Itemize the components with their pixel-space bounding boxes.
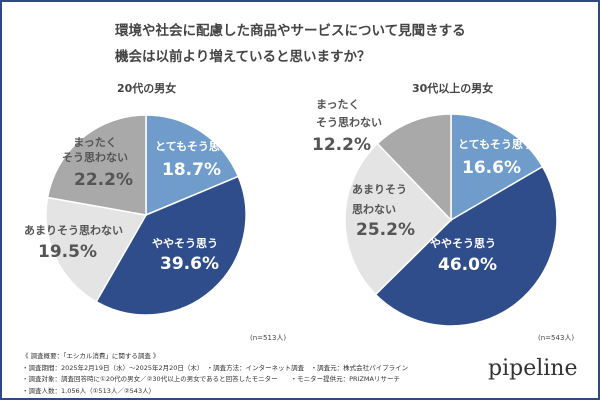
pie1-label-totemo: とてもそう思う <box>155 140 231 153</box>
pie2-label-amari-2: 思わない <box>352 203 396 216</box>
pie2-label-totemo: とてもそう思う <box>458 138 534 151</box>
footer-line: 《 調査概要：「エシカル消費」に関する調査 》 <box>22 352 160 360</box>
pie2-slice-0 <box>450 113 544 222</box>
pie2-title: 30代以上の男女 <box>412 82 494 95</box>
pie2-label-yaya: ややそう思う <box>430 237 496 250</box>
pie1-value-yaya: 39.6% <box>160 254 219 274</box>
pie1-value-amari: 19.5% <box>38 242 97 262</box>
pie2-slice-3 <box>376 113 452 222</box>
pie2-value-totemo: 16.6% <box>462 158 521 178</box>
pie2-label-mattaku: まったく そう思わない <box>316 96 382 132</box>
pie2-label-amari: あまりそう 思わない <box>352 180 407 220</box>
pie2-n: (n=543人) <box>538 334 575 342</box>
pie1-label-mattaku-1: まったく <box>73 136 117 149</box>
pie1-label-yaya: ややそう思う <box>152 237 218 250</box>
pie2-label-amari-1: あまりそう <box>352 183 407 196</box>
pie1-label-mattaku: まったく そう思わない <box>62 135 128 165</box>
pie1-value-totemo: 18.7% <box>162 160 221 180</box>
footer-line: ・調査対象：調査回答時に①20代の男女／②30代以上の男女であると回答したモニタ… <box>22 375 400 383</box>
pie2-slice-2 <box>344 142 453 296</box>
pie2-label-mattaku-1: まったく <box>316 98 360 111</box>
title-line-1: 環境や社会に配慮した商品やサービスについて見聞きする <box>115 23 466 39</box>
title-line-2: 機会は以前より増えていると思いますか？ <box>115 49 371 65</box>
pie2-value-yaya: 46.0% <box>438 255 497 275</box>
pie2-slice-1 <box>374 165 558 327</box>
pie2-label-mattaku-2: そう思わない <box>316 116 382 129</box>
pie1-slice-2 <box>45 196 148 303</box>
pie1-n: (n=513人) <box>250 334 287 342</box>
pie1-slice-1 <box>95 175 247 316</box>
footer-line: ・調査人数：1,056人（①513人／②543人） <box>22 386 156 395</box>
survey-footer: 《 調査概要：「エシカル消費」に関する調査 》 ・調査期間：2025年2月19日… <box>22 351 408 397</box>
pie1-value-mattaku: 22.2% <box>74 170 133 190</box>
chart-title: 環境や社会に配慮した商品やサービスについて見聞きする 機会は以前より増えていると… <box>115 18 466 70</box>
footer-line: ・調査期間：2025年2月19日（水）〜2025年2月20日（木） ・調査方法：… <box>22 363 409 372</box>
pie1-slice-3 <box>46 114 147 216</box>
pie2-value-amari: 25.2% <box>356 220 415 240</box>
pie1-label-amari: あまりそう思わない <box>24 224 123 237</box>
pie1-title: 20代の男女 <box>117 82 177 95</box>
pipeline-logo: pipeline <box>488 356 578 381</box>
pie1-label-mattaku-2: そう思わない <box>62 151 128 164</box>
pie2-value-mattaku: 12.2% <box>312 135 371 155</box>
pie1-slice-0 <box>145 114 240 217</box>
